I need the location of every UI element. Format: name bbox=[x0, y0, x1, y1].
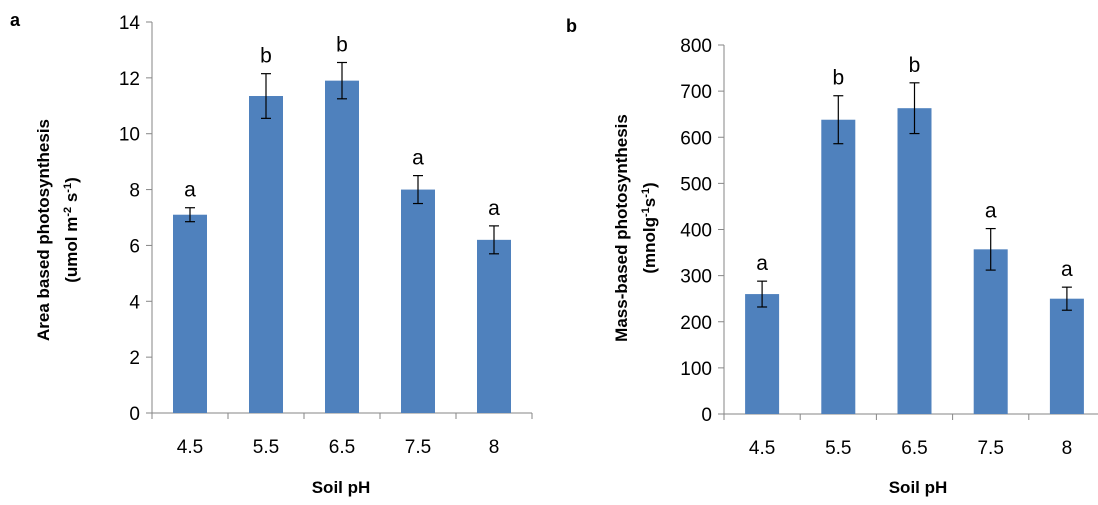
plot-area-a: 0 2 4 6 8 10 12 14 a 4.5 b 5.5 b 6.5 a 7.5 a 8 bbox=[119, 13, 533, 458]
significance-letter: b bbox=[909, 54, 921, 77]
significance-letter: a bbox=[985, 200, 997, 223]
y-tick-label: 12 bbox=[119, 69, 140, 90]
y-tick-label: 2 bbox=[129, 348, 140, 369]
y-tick-label: 0 bbox=[129, 404, 140, 425]
x-tick-label: 8 bbox=[489, 437, 500, 458]
bar-8 bbox=[477, 239, 511, 413]
y-tick-label: 800 bbox=[680, 36, 712, 57]
y-tick-label: 0 bbox=[701, 405, 712, 426]
x-tick-label: 6.5 bbox=[329, 437, 355, 458]
significance-letter: a bbox=[412, 147, 424, 170]
y-tick-label: 100 bbox=[680, 359, 712, 380]
x-axis-title-a: Soil pH bbox=[312, 478, 371, 497]
significance-letter: b bbox=[336, 33, 348, 56]
x-tick-label: 8 bbox=[1062, 438, 1073, 459]
bar-7.5 bbox=[401, 189, 435, 413]
y-axis-title-a-line1: Area based photosynthesis bbox=[34, 119, 53, 341]
bar-4.5 bbox=[173, 214, 207, 413]
x-tick-label: 6.5 bbox=[901, 438, 927, 459]
y-tick-label: 14 bbox=[119, 13, 141, 34]
x-tick-label: 5.5 bbox=[825, 438, 851, 459]
bar-5.5 bbox=[249, 96, 283, 413]
y-tick-label: 6 bbox=[129, 236, 140, 257]
y-tick-label: 8 bbox=[129, 181, 140, 202]
x-tick-label: 5.5 bbox=[253, 437, 279, 458]
y-axis-title-b-line2: (mnolg-1s-1) bbox=[640, 182, 659, 273]
bar-4.5 bbox=[745, 294, 780, 414]
x-tick-label: 4.5 bbox=[177, 437, 203, 458]
significance-letter: a bbox=[184, 179, 196, 202]
bar-6.5 bbox=[325, 80, 359, 414]
bar-8 bbox=[1049, 298, 1084, 414]
y-tick-label: 400 bbox=[680, 221, 712, 242]
y-tick-label: 4 bbox=[129, 292, 140, 313]
y-tick-label: 700 bbox=[680, 82, 712, 103]
x-tick-label: 7.5 bbox=[977, 438, 1003, 459]
significance-letter: b bbox=[260, 45, 272, 68]
x-tick-label: 7.5 bbox=[405, 437, 431, 458]
significance-letter: a bbox=[488, 197, 500, 220]
y-tick-label: 200 bbox=[680, 313, 712, 334]
bar-5.5 bbox=[821, 119, 856, 414]
y-tick-label: 500 bbox=[680, 174, 712, 195]
y-axis-title-a-line2: (umol m-2 s-1) bbox=[62, 177, 81, 283]
x-axis-title-b: Soil pH bbox=[889, 478, 948, 497]
panel-label-a: a bbox=[10, 10, 21, 30]
x-tick-label: 4.5 bbox=[749, 438, 775, 459]
y-tick-label: 300 bbox=[680, 267, 712, 288]
plot-area-b: 0 100 200 300 400 500 600 700 800 a 4.5 b 5.5 b 6.5 a 7.… bbox=[680, 36, 1098, 459]
y-axis-title-b-line1: Mass-based photosynthesis bbox=[612, 114, 631, 342]
significance-letter: a bbox=[1061, 258, 1073, 281]
panel-label-b: b bbox=[566, 16, 577, 36]
bar-6.5 bbox=[897, 108, 932, 414]
y-tick-label: 600 bbox=[680, 128, 712, 149]
significance-letter: b bbox=[832, 67, 844, 90]
bar-7.5 bbox=[973, 249, 1008, 414]
y-tick-label: 10 bbox=[119, 125, 140, 146]
significance-letter: a bbox=[756, 252, 768, 275]
